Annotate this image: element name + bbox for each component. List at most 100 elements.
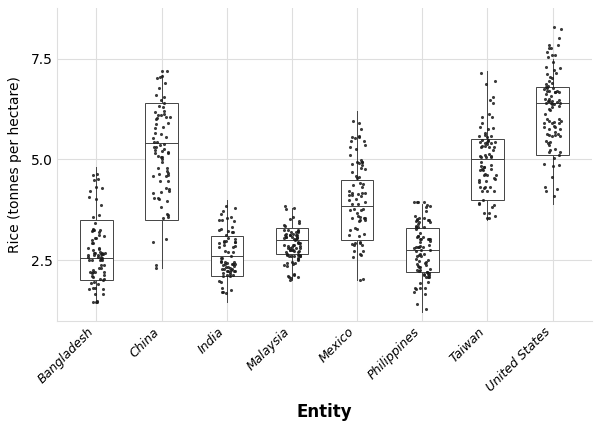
- Point: [410, 245, 419, 252]
- Point: [93, 175, 103, 182]
- Point: [344, 191, 354, 198]
- Point: [411, 286, 421, 293]
- Point: [92, 195, 101, 202]
- Point: [413, 244, 422, 251]
- Point: [85, 187, 95, 194]
- Point: [226, 253, 236, 260]
- Point: [219, 266, 229, 273]
- Point: [542, 130, 552, 137]
- Point: [152, 139, 162, 146]
- Point: [161, 114, 170, 121]
- Point: [361, 189, 370, 196]
- Point: [279, 227, 289, 233]
- Point: [286, 253, 296, 260]
- Point: [413, 223, 422, 230]
- Point: [484, 144, 494, 151]
- Point: [481, 139, 490, 146]
- Point: [347, 160, 357, 167]
- Point: [481, 131, 490, 138]
- Point: [359, 230, 368, 237]
- Point: [548, 120, 557, 127]
- Bar: [80, 220, 113, 280]
- Point: [97, 185, 107, 192]
- Point: [554, 162, 564, 169]
- Point: [475, 123, 485, 130]
- Point: [544, 148, 553, 155]
- Point: [423, 236, 433, 242]
- Point: [547, 132, 556, 139]
- Point: [424, 270, 433, 277]
- Point: [289, 236, 299, 243]
- Point: [149, 144, 159, 151]
- Point: [413, 233, 422, 240]
- Point: [356, 164, 366, 171]
- Point: [91, 299, 101, 306]
- Point: [286, 216, 295, 223]
- Point: [227, 266, 237, 272]
- Point: [148, 239, 158, 245]
- Point: [289, 230, 298, 237]
- Point: [479, 164, 488, 171]
- Point: [90, 291, 100, 298]
- Point: [412, 215, 421, 222]
- Point: [409, 289, 419, 296]
- Point: [88, 246, 98, 253]
- Point: [223, 260, 232, 267]
- Point: [91, 234, 100, 241]
- Point: [280, 242, 289, 249]
- Point: [475, 133, 484, 140]
- Point: [289, 248, 299, 254]
- Point: [347, 240, 357, 247]
- Point: [93, 254, 103, 261]
- Point: [420, 260, 430, 266]
- Point: [217, 255, 226, 262]
- Point: [292, 232, 302, 239]
- Point: [361, 215, 370, 222]
- Point: [89, 176, 99, 183]
- Point: [542, 81, 551, 88]
- Point: [88, 172, 97, 178]
- Point: [218, 272, 228, 279]
- Point: [347, 215, 357, 222]
- Point: [488, 124, 498, 131]
- Point: [88, 227, 98, 234]
- Point: [228, 271, 238, 278]
- Point: [153, 153, 163, 160]
- Point: [547, 75, 557, 82]
- Point: [490, 212, 500, 219]
- Point: [92, 298, 101, 305]
- Point: [419, 215, 429, 222]
- Point: [91, 184, 101, 191]
- Point: [423, 274, 433, 281]
- Point: [292, 234, 302, 241]
- Point: [286, 275, 296, 282]
- Point: [541, 95, 550, 102]
- Point: [164, 169, 173, 176]
- Point: [93, 251, 103, 258]
- Point: [355, 133, 364, 140]
- Point: [545, 73, 554, 80]
- Point: [285, 246, 295, 253]
- Point: [88, 266, 98, 273]
- Point: [287, 247, 297, 254]
- Point: [540, 111, 550, 118]
- Point: [288, 242, 298, 249]
- Point: [157, 67, 167, 74]
- Point: [554, 97, 564, 103]
- Point: [482, 133, 492, 140]
- Point: [223, 228, 233, 235]
- Point: [544, 96, 553, 103]
- Point: [164, 185, 174, 192]
- Point: [220, 260, 230, 267]
- Point: [230, 267, 239, 274]
- Bar: [341, 180, 373, 240]
- Point: [154, 164, 163, 171]
- Point: [150, 109, 160, 115]
- Point: [556, 148, 565, 155]
- Point: [353, 209, 362, 216]
- Point: [424, 217, 433, 224]
- Point: [419, 270, 428, 277]
- Point: [223, 263, 232, 270]
- Point: [553, 42, 563, 48]
- Point: [285, 245, 295, 251]
